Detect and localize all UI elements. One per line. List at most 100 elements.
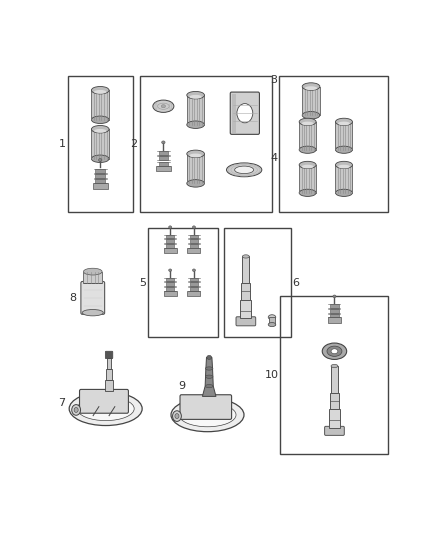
Ellipse shape: [235, 166, 254, 174]
Ellipse shape: [336, 146, 353, 154]
Ellipse shape: [82, 310, 103, 316]
Ellipse shape: [92, 125, 109, 133]
FancyBboxPatch shape: [105, 351, 113, 359]
Ellipse shape: [69, 392, 142, 425]
Text: 8: 8: [70, 293, 77, 303]
Bar: [190, 287, 198, 291]
Ellipse shape: [179, 403, 236, 427]
Ellipse shape: [327, 346, 342, 357]
Ellipse shape: [302, 111, 320, 119]
Ellipse shape: [302, 122, 314, 125]
Ellipse shape: [207, 356, 212, 359]
Ellipse shape: [299, 189, 316, 197]
Bar: [336, 122, 353, 150]
Bar: [299, 165, 316, 193]
Ellipse shape: [77, 397, 134, 421]
Bar: [67, 76, 133, 212]
Bar: [331, 366, 338, 393]
Bar: [187, 154, 205, 183]
Ellipse shape: [99, 158, 102, 161]
Circle shape: [72, 405, 81, 415]
Bar: [166, 244, 174, 248]
Ellipse shape: [171, 398, 244, 432]
Bar: [166, 278, 174, 281]
FancyBboxPatch shape: [81, 281, 105, 314]
Bar: [279, 76, 388, 212]
Bar: [163, 248, 177, 253]
Bar: [95, 168, 105, 173]
Bar: [280, 296, 388, 454]
Bar: [299, 122, 316, 150]
Ellipse shape: [169, 269, 172, 271]
Bar: [159, 161, 168, 166]
Bar: [83, 272, 102, 283]
Circle shape: [175, 414, 179, 418]
Ellipse shape: [161, 104, 166, 108]
Bar: [190, 244, 198, 248]
Circle shape: [237, 103, 253, 123]
Ellipse shape: [190, 154, 202, 157]
Bar: [159, 156, 168, 160]
Bar: [241, 283, 250, 300]
Ellipse shape: [331, 365, 338, 368]
Bar: [166, 239, 174, 243]
Ellipse shape: [83, 268, 102, 275]
Bar: [93, 183, 108, 189]
Ellipse shape: [169, 226, 172, 228]
Bar: [95, 179, 105, 183]
Bar: [328, 317, 341, 322]
Bar: [148, 228, 218, 337]
Bar: [190, 278, 198, 281]
Bar: [329, 409, 340, 427]
Text: 4: 4: [270, 154, 277, 163]
Ellipse shape: [94, 129, 106, 133]
Bar: [166, 287, 174, 291]
Bar: [232, 94, 236, 133]
Bar: [105, 379, 113, 391]
Bar: [95, 174, 105, 178]
Bar: [159, 151, 168, 155]
Bar: [107, 358, 111, 369]
Ellipse shape: [162, 141, 165, 144]
Ellipse shape: [336, 118, 353, 125]
Ellipse shape: [302, 165, 314, 168]
Ellipse shape: [92, 116, 109, 124]
Ellipse shape: [187, 92, 205, 99]
Bar: [330, 313, 339, 317]
Ellipse shape: [94, 90, 106, 94]
Ellipse shape: [268, 322, 276, 327]
Ellipse shape: [299, 118, 316, 125]
Bar: [243, 256, 249, 283]
Text: 3: 3: [270, 75, 277, 85]
Bar: [166, 282, 174, 286]
Polygon shape: [202, 358, 216, 397]
FancyBboxPatch shape: [230, 92, 259, 134]
Text: 5: 5: [139, 278, 146, 288]
Bar: [187, 248, 201, 253]
FancyBboxPatch shape: [80, 390, 128, 413]
Ellipse shape: [338, 122, 350, 125]
Bar: [163, 291, 177, 296]
Bar: [187, 95, 205, 125]
Text: 7: 7: [58, 398, 65, 408]
Ellipse shape: [187, 180, 205, 187]
Ellipse shape: [92, 155, 109, 163]
Text: 9: 9: [178, 381, 185, 391]
Bar: [240, 300, 251, 318]
Ellipse shape: [192, 226, 195, 228]
Bar: [140, 76, 272, 212]
Text: 6: 6: [293, 278, 299, 288]
Ellipse shape: [190, 95, 202, 99]
Ellipse shape: [187, 121, 205, 128]
Ellipse shape: [336, 161, 353, 168]
FancyBboxPatch shape: [236, 317, 256, 326]
Ellipse shape: [299, 161, 316, 168]
Bar: [106, 369, 112, 379]
Ellipse shape: [153, 100, 174, 112]
Bar: [92, 129, 109, 159]
Text: 10: 10: [265, 370, 279, 379]
Bar: [190, 282, 198, 286]
Ellipse shape: [331, 349, 338, 354]
Ellipse shape: [226, 163, 262, 177]
Bar: [190, 235, 198, 238]
